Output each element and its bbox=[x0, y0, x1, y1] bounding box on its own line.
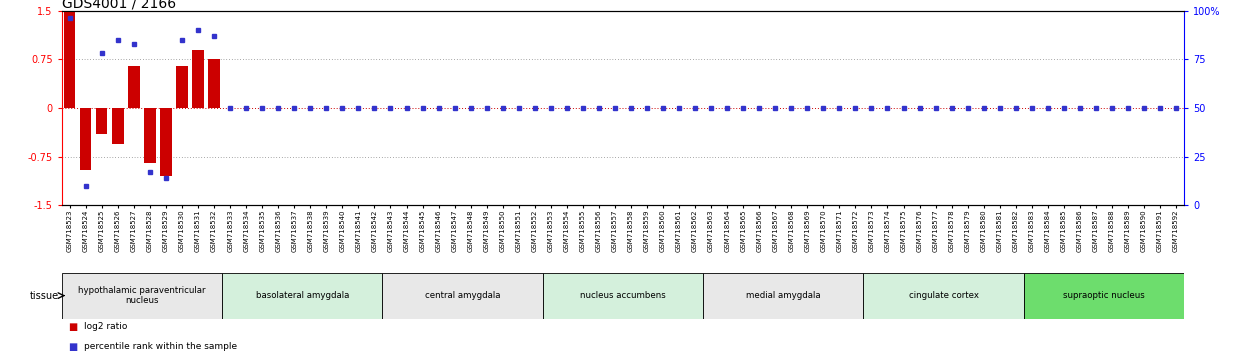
Text: percentile rank within the sample: percentile rank within the sample bbox=[84, 342, 237, 350]
Bar bbox=[209, 59, 220, 108]
Text: cingulate cortex: cingulate cortex bbox=[908, 291, 979, 300]
Bar bbox=[222, 273, 382, 319]
Text: supraoptic nucleus: supraoptic nucleus bbox=[1063, 291, 1145, 300]
Text: ■: ■ bbox=[68, 322, 77, 332]
Bar bbox=[62, 273, 222, 319]
Text: GDS4001 / 2166: GDS4001 / 2166 bbox=[62, 0, 176, 11]
Bar bbox=[193, 50, 204, 108]
Bar bbox=[64, 11, 75, 108]
Bar bbox=[703, 273, 864, 319]
Bar bbox=[177, 66, 188, 108]
Bar bbox=[96, 108, 108, 134]
Text: nucleus accumbens: nucleus accumbens bbox=[580, 291, 666, 300]
Bar bbox=[161, 108, 172, 176]
Text: medial amygdala: medial amygdala bbox=[747, 291, 821, 300]
Text: central amygdala: central amygdala bbox=[425, 291, 501, 300]
Text: log2 ratio: log2 ratio bbox=[84, 322, 127, 331]
Bar bbox=[1023, 273, 1184, 319]
Text: basolateral amygdala: basolateral amygdala bbox=[256, 291, 349, 300]
Bar bbox=[112, 108, 124, 144]
Bar bbox=[864, 273, 1023, 319]
Bar bbox=[543, 273, 703, 319]
Bar bbox=[80, 108, 91, 170]
Bar bbox=[145, 108, 156, 163]
Text: tissue: tissue bbox=[30, 291, 59, 301]
Bar bbox=[129, 66, 140, 108]
Text: hypothalamic paraventricular
nucleus: hypothalamic paraventricular nucleus bbox=[78, 286, 205, 305]
Bar bbox=[382, 273, 543, 319]
Text: ■: ■ bbox=[68, 342, 77, 352]
